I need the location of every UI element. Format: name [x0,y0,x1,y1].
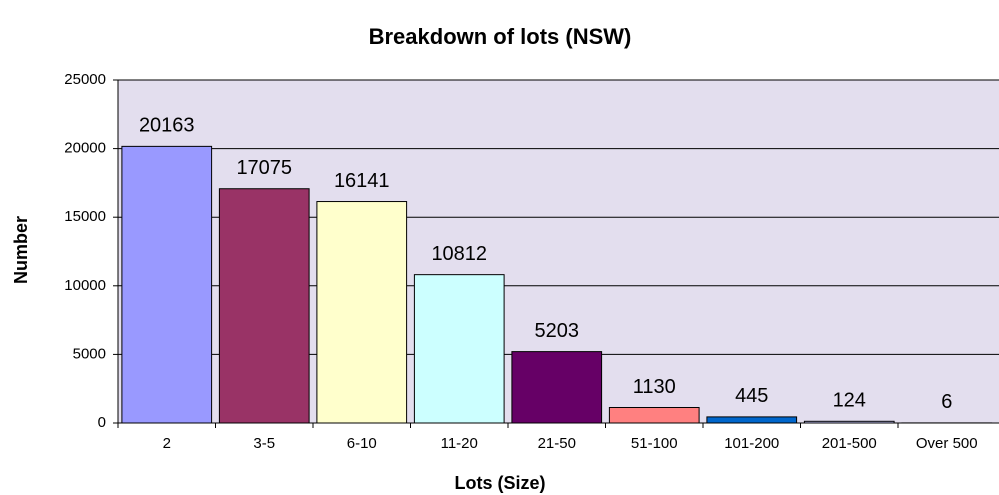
value-label: 10812 [431,243,487,265]
value-label: 16141 [334,170,390,192]
value-label: 445 [735,385,768,407]
y-tick-label: 25000 [64,71,106,88]
bar [121,145,213,424]
y-tick-label: 20000 [64,140,106,157]
x-tick-label: 51-100 [631,435,678,452]
value-label: 20163 [139,115,195,137]
value-label: 124 [833,390,866,412]
x-axis-label: Lots (Size) [454,473,545,493]
bar [511,351,603,424]
x-tick-label: 2 [163,435,171,452]
x-tick-label: 101-200 [724,435,779,452]
x-tick-label: 11-20 [441,435,478,452]
bar [608,406,700,424]
bar [316,201,408,424]
bar [218,188,310,424]
bar [706,416,798,424]
x-tick-label: 3-5 [253,435,275,452]
x-tick-label: 6-10 [347,435,377,452]
x-tick-label: 201-500 [822,435,877,452]
bar [413,274,505,424]
value-label: 5203 [535,320,580,342]
y-tick-label: 0 [98,414,106,431]
y-tick-label: 5000 [73,345,106,362]
value-label: 6 [941,391,952,413]
y-axis-label: Number [11,216,31,284]
y-tick-label: 15000 [64,208,106,225]
y-tick-label: 10000 [64,277,106,294]
chart-title: Breakdown of lots (NSW) [369,24,632,49]
value-label: 17075 [236,157,292,179]
x-tick-label: 21-50 [538,435,576,452]
x-tick-label: Over 500 [916,435,978,452]
value-label: 1130 [633,376,676,398]
